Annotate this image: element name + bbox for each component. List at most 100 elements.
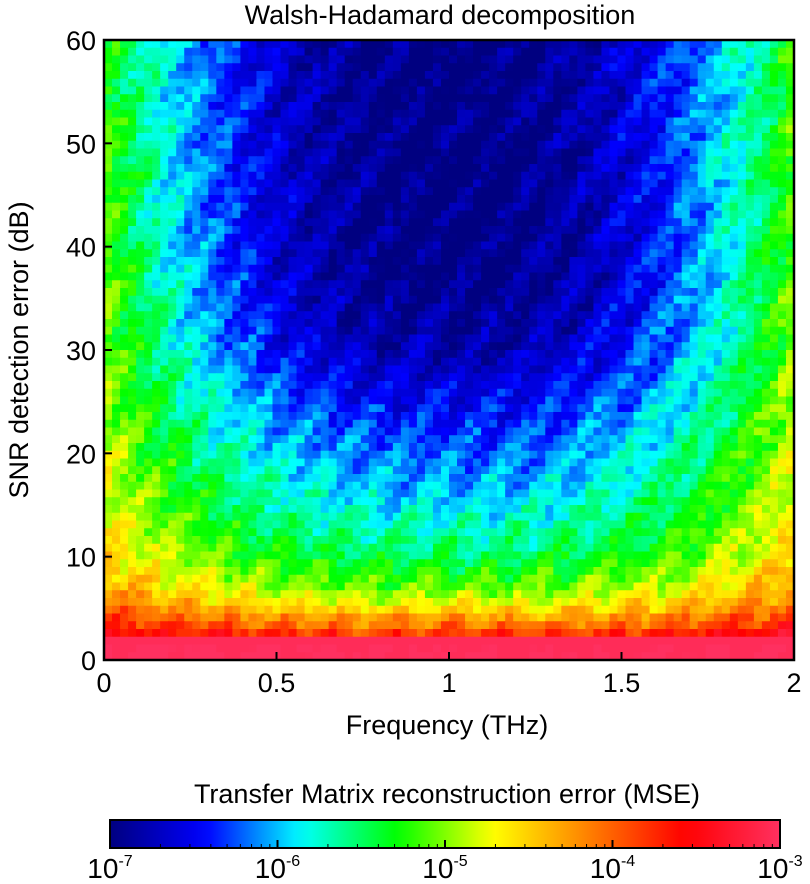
heatmap-cell (689, 140, 699, 150)
heatmap-cell (713, 419, 723, 429)
heatmap-cell (633, 350, 643, 359)
heatmap-cell (505, 233, 514, 243)
heatmap-cell (553, 419, 562, 429)
heatmap-cell (473, 241, 482, 250)
heatmap-cell (424, 117, 434, 126)
heatmap-cell (697, 466, 707, 475)
heatmap-cell (216, 94, 225, 103)
heatmap-cell (392, 109, 402, 119)
heatmap-cell (192, 71, 201, 80)
heatmap-cell (673, 187, 683, 196)
heatmap-cell (120, 388, 129, 398)
heatmap-cell (400, 257, 410, 266)
heatmap-cell (553, 117, 562, 126)
heatmap-cell (561, 133, 570, 142)
heatmap-cell (272, 102, 282, 111)
heatmap-cell (729, 63, 739, 72)
heatmap-cell (657, 443, 667, 452)
heatmap-cell (585, 342, 595, 351)
heatmap-cell (248, 326, 258, 336)
heatmap-cell (200, 241, 209, 250)
heatmap-cell (481, 249, 490, 258)
heatmap-cell (120, 419, 129, 429)
heatmap-cell (432, 164, 442, 173)
heatmap-cell (689, 404, 699, 413)
heatmap-cell (569, 272, 578, 281)
heatmap-cell (424, 412, 434, 421)
heatmap-cell (120, 489, 129, 498)
heatmap-cell (328, 481, 338, 491)
heatmap-cell (144, 78, 153, 88)
heatmap-cell (529, 357, 538, 367)
heatmap-cell (408, 187, 418, 196)
heatmap-cell (473, 195, 482, 204)
heatmap-cell (649, 140, 659, 150)
heatmap-cell (465, 419, 474, 429)
heatmap-cell (489, 140, 498, 150)
heatmap-cell (761, 319, 771, 328)
heatmap-cell (665, 102, 675, 111)
heatmap-cell (609, 280, 619, 289)
heatmap-cell (152, 249, 161, 258)
heatmap-cell (681, 311, 691, 320)
heatmap-cell (312, 195, 322, 204)
heatmap-cell (769, 202, 779, 212)
heatmap-cell (408, 202, 418, 212)
heatmap-cell (705, 125, 715, 134)
heatmap-cell (625, 187, 635, 196)
heatmap-cell (769, 71, 779, 80)
heatmap-cell (224, 357, 233, 367)
heatmap-cell (336, 102, 346, 111)
heatmap-cell (368, 458, 378, 467)
heatmap-cell (761, 435, 771, 444)
heatmap-cell (641, 419, 651, 429)
heatmap-cell (104, 381, 113, 390)
heatmap-cell (264, 117, 274, 126)
heatmap-cell (120, 357, 129, 367)
heatmap-cell (721, 319, 731, 328)
heatmap-cell (304, 350, 314, 359)
heatmap-cell (705, 419, 715, 429)
heatmap-cell (465, 350, 474, 359)
heatmap-cell (657, 109, 667, 119)
heatmap-cell (392, 443, 402, 452)
heatmap-cell (240, 350, 250, 359)
heatmap-cell (120, 94, 129, 103)
heatmap-cell (497, 427, 506, 436)
heatmap-cell (761, 187, 771, 196)
heatmap-cell (400, 78, 410, 88)
heatmap-cell (697, 148, 707, 157)
heatmap-cell (392, 264, 402, 274)
heatmap-cell (721, 272, 731, 281)
heatmap-cell (328, 474, 338, 483)
heatmap-cell (449, 71, 458, 80)
heatmap-cell (184, 40, 193, 49)
heatmap-cell (785, 109, 794, 119)
heatmap-cell (280, 326, 290, 336)
heatmap-cell (713, 241, 723, 250)
heatmap-cell (224, 78, 233, 88)
heatmap-cell (136, 187, 145, 196)
heatmap-cell (416, 404, 426, 413)
heatmap-cell (400, 350, 410, 359)
heatmap-cell (184, 474, 193, 483)
heatmap-cell (384, 102, 394, 111)
heatmap-cell (352, 117, 362, 126)
heatmap-cell (112, 365, 121, 374)
heatmap-cell (184, 264, 193, 274)
heatmap-cell (609, 109, 619, 119)
heatmap-cell (665, 140, 675, 150)
heatmap-cell (673, 435, 683, 444)
heatmap-cell (192, 195, 201, 204)
heatmap-cell (440, 94, 450, 103)
heatmap-cell (232, 218, 241, 227)
heatmap-cell (489, 179, 498, 188)
heatmap-cell (457, 396, 466, 405)
heatmap-cell (745, 164, 755, 173)
heatmap-cell (248, 481, 258, 491)
heatmap-cell (384, 381, 394, 390)
heatmap-cell (489, 350, 498, 359)
heatmap-cell (593, 481, 603, 491)
heatmap-cell (497, 148, 506, 157)
heatmap-cell (344, 404, 354, 413)
